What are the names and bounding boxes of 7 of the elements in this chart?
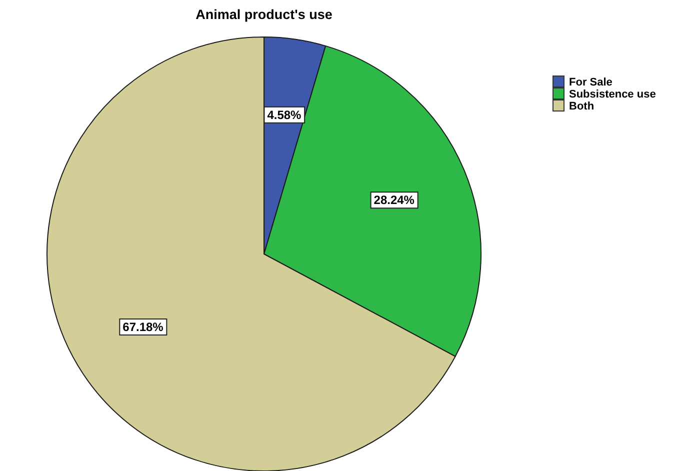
data-label: 4.58%: [267, 108, 302, 122]
data-label: 67.18%: [122, 320, 164, 334]
chart-title: Animal product's use: [196, 7, 333, 22]
legend-label: Both: [569, 100, 594, 112]
data-label: 28.24%: [374, 193, 415, 208]
legend-label: For Sale: [569, 76, 612, 88]
legend-label: Subsistence use: [569, 88, 656, 100]
